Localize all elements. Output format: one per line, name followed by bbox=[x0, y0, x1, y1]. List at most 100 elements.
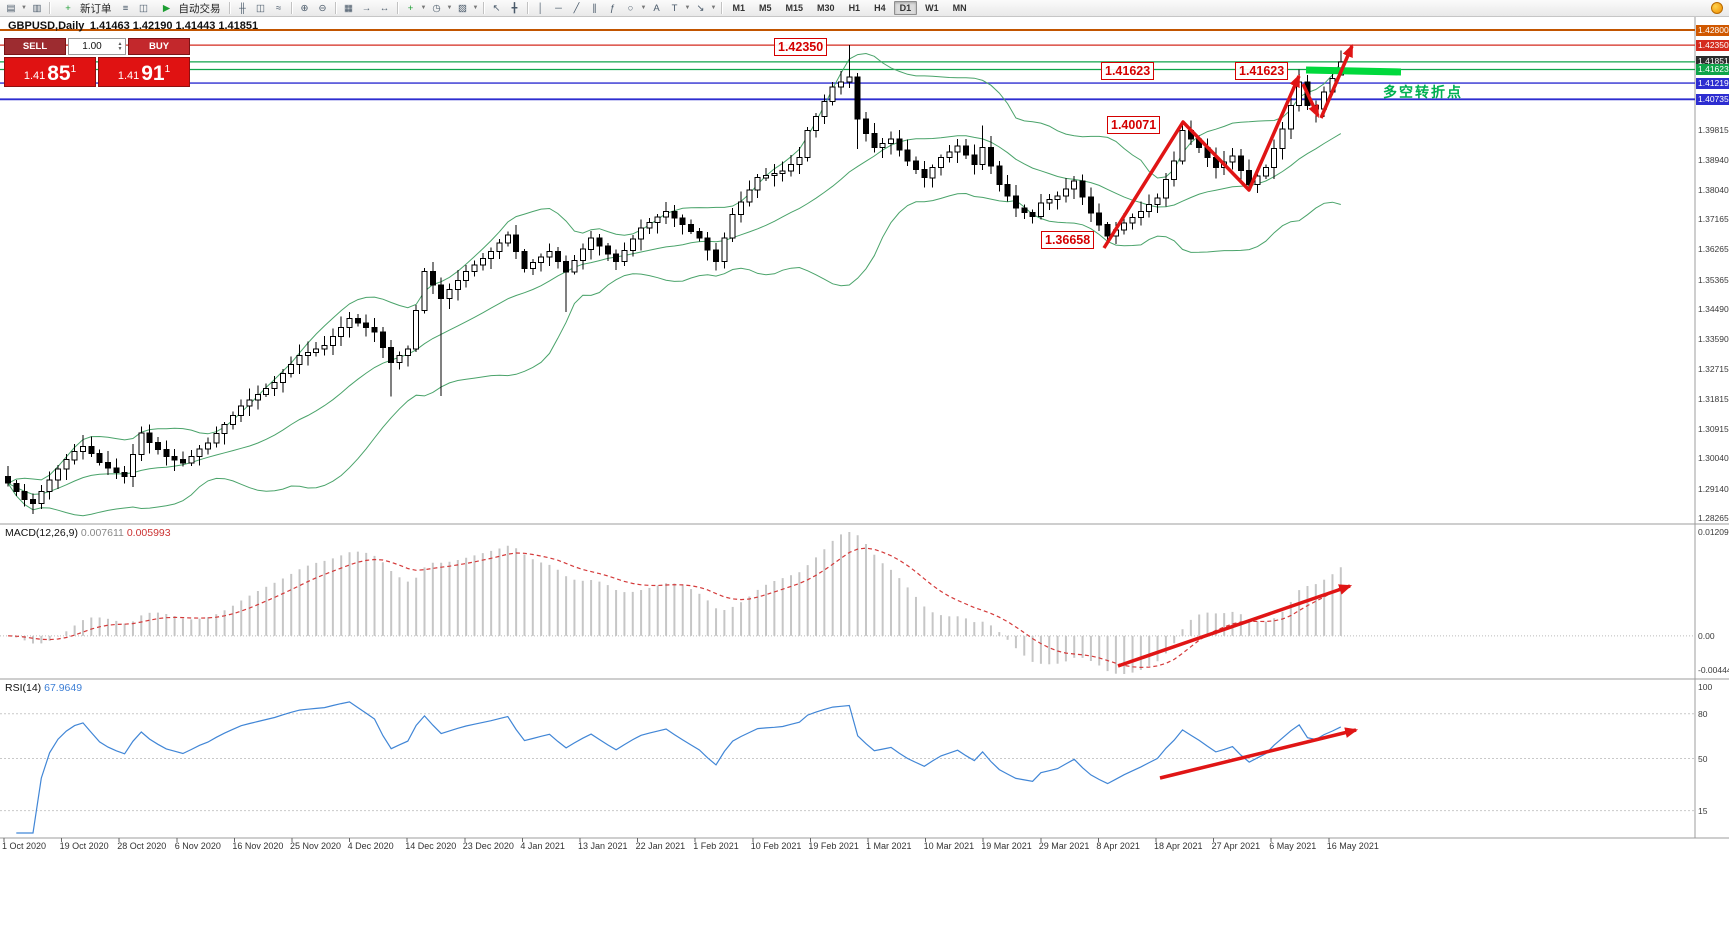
autotrading-button-label: 自动交易 bbox=[178, 2, 221, 15]
sell-price-pips: 85 bbox=[47, 62, 71, 85]
trend-arrow-breakout[interactable] bbox=[1319, 44, 1354, 119]
price-chip-1.40735: 1.40735 bbox=[1696, 93, 1729, 105]
toolbar-separator bbox=[228, 2, 231, 14]
price-chip-1.42800: 1.42800 bbox=[1696, 24, 1729, 36]
trendline-icon[interactable]: ╱ bbox=[573, 2, 580, 14]
volume-up-icon[interactable]: ▲ bbox=[117, 40, 123, 47]
periods-icon[interactable]: ◷ bbox=[432, 2, 441, 14]
new-chart-icon[interactable]: ▤ bbox=[6, 2, 16, 14]
macd-name: MACD(12,26,9) bbox=[5, 527, 78, 539]
periods-dropdown[interactable]: ▼ bbox=[446, 5, 453, 11]
price-annotation[interactable]: 1.41623 bbox=[1235, 62, 1289, 80]
timeframe-h4-button[interactable]: H4 bbox=[874, 3, 886, 13]
price-annotation[interactable]: 1.36658 bbox=[1041, 231, 1095, 249]
price-annotation[interactable]: 1.40071 bbox=[1107, 116, 1161, 134]
indicators-icon[interactable]: + bbox=[407, 2, 414, 14]
chart-ohlc-values: 1.41463 1.42190 1.41443 1.41851 bbox=[89, 20, 259, 32]
crosshair-icon[interactable]: ╋ bbox=[511, 2, 518, 14]
timeframe-m15-button[interactable]: M15 bbox=[785, 3, 804, 13]
fibonacci-icon[interactable]: ƒ bbox=[609, 2, 616, 14]
arrows-icon[interactable]: ↘ bbox=[696, 2, 705, 14]
one-click-trading-panel: SELL 1.00 ▲ ▼ BUY 1.41 85 1 1.41 91 1 bbox=[4, 38, 190, 87]
auto-scroll-icon[interactable]: → bbox=[361, 2, 372, 14]
rsi-value: 67.9649 bbox=[44, 682, 83, 694]
rsi-level-50: 50 bbox=[1698, 753, 1708, 764]
volume-value[interactable]: 1.00 bbox=[82, 41, 102, 52]
buy-price-display[interactable]: 1.41 91 1 bbox=[98, 57, 190, 87]
date-label: 19 Oct 2020 bbox=[59, 841, 109, 851]
date-label: 4 Dec 2020 bbox=[347, 841, 394, 851]
navigator-icon[interactable]: ◫ bbox=[139, 2, 148, 14]
price-tick: 1.29140 bbox=[1698, 483, 1729, 494]
templates-icon[interactable]: ▨ bbox=[458, 2, 467, 14]
date-label: 10 Mar 2021 bbox=[923, 841, 975, 851]
label-icon[interactable]: T bbox=[671, 2, 678, 14]
price-tick: 1.36265 bbox=[1698, 244, 1729, 255]
indicators-dropdown[interactable]: ▼ bbox=[420, 5, 427, 11]
autotrading-button[interactable]: ▶ 自动交易 bbox=[153, 1, 226, 16]
arrows-dropdown[interactable]: ▼ bbox=[710, 5, 717, 11]
volume-input[interactable]: 1.00 ▲ ▼ bbox=[68, 38, 126, 55]
profiles-icon[interactable]: ▥ bbox=[32, 2, 42, 14]
templates-dropdown[interactable]: ▼ bbox=[472, 5, 479, 11]
rsi-indicator-label: RSI(14) 67.9649 bbox=[5, 682, 82, 694]
new-chart-dropdown[interactable]: ▼ bbox=[21, 5, 27, 11]
date-label: 28 Oct 2020 bbox=[117, 841, 167, 851]
line-chart-icon[interactable]: ≈ bbox=[275, 2, 282, 14]
trend-arrow-dip[interactable] bbox=[1301, 83, 1320, 118]
timeframe-m30-button[interactable]: M30 bbox=[817, 3, 835, 13]
volume-stepper[interactable]: ▲ ▼ bbox=[115, 40, 125, 52]
trend-arrow-macd[interactable] bbox=[1117, 584, 1353, 668]
toolbar-separator bbox=[290, 2, 293, 14]
price-chip-1.41219: 1.41219 bbox=[1696, 77, 1729, 89]
sell-price-display[interactable]: 1.41 85 1 bbox=[4, 57, 96, 87]
zoom-in-icon[interactable]: ⊕ bbox=[300, 2, 309, 14]
timeframe-w1-button[interactable]: W1 bbox=[925, 3, 939, 13]
trend-arrow-rsi[interactable] bbox=[1159, 727, 1359, 780]
rsi-line bbox=[16, 701, 1342, 834]
label-dropdown[interactable]: ▼ bbox=[684, 5, 691, 11]
timeframe-m1-button[interactable]: M1 bbox=[732, 3, 746, 13]
cursor-icon[interactable]: ↖ bbox=[492, 2, 501, 14]
date-label: 4 Jan 2021 bbox=[520, 841, 565, 851]
rsi-level-80: 80 bbox=[1698, 708, 1708, 719]
price-annotation[interactable]: 1.41623 bbox=[1101, 62, 1155, 80]
timeframe-h1-button[interactable]: H1 bbox=[848, 3, 861, 13]
sell-button[interactable]: SELL bbox=[4, 38, 66, 55]
timeframe-m5-button[interactable]: M5 bbox=[759, 3, 772, 13]
candlestick-chart-icon[interactable]: ◫ bbox=[256, 2, 265, 14]
vertical-line-icon[interactable]: │ bbox=[537, 2, 544, 14]
shapes-icon[interactable]: ○ bbox=[627, 2, 634, 14]
channel-icon[interactable]: ∥ bbox=[592, 2, 597, 14]
date-label: 10 Feb 2021 bbox=[750, 841, 802, 851]
trend-arrow-main[interactable] bbox=[1102, 74, 1301, 249]
volume-down-icon[interactable]: ▼ bbox=[117, 45, 123, 52]
shapes-dropdown[interactable]: ▼ bbox=[640, 5, 647, 11]
note-turning-point: 多空转折点 bbox=[1383, 84, 1463, 100]
panel-separators bbox=[0, 17, 1729, 839]
toolbar-separator bbox=[334, 2, 337, 14]
new-order-button[interactable]: + 新订单 bbox=[54, 1, 117, 16]
bar-chart-icon[interactable]: ╫ bbox=[239, 2, 246, 14]
date-label: 19 Feb 2021 bbox=[808, 841, 859, 851]
macd-signal-value: 0.005993 bbox=[126, 527, 171, 539]
zoom-out-icon[interactable]: ⊖ bbox=[318, 2, 327, 14]
toolbar-separator bbox=[396, 2, 399, 14]
macd-histogram bbox=[7, 532, 1342, 674]
support-zone-segment[interactable] bbox=[1305, 66, 1402, 76]
text-icon[interactable]: A bbox=[653, 2, 660, 14]
market-watch-icon[interactable]: ≡ bbox=[122, 2, 129, 14]
connection-status-icon bbox=[1711, 2, 1723, 14]
date-label: 13 Jan 2021 bbox=[578, 841, 628, 851]
date-label: 6 Nov 2020 bbox=[174, 841, 221, 851]
timeframe-d1-button[interactable]: D1 bbox=[893, 1, 918, 15]
timeframe-mn-button[interactable]: MN bbox=[952, 3, 967, 13]
price-tick: 1.35365 bbox=[1698, 274, 1729, 285]
chart-shift-icon[interactable]: ↔ bbox=[379, 2, 390, 14]
buy-button[interactable]: BUY bbox=[128, 38, 190, 55]
toolbar-separator bbox=[526, 2, 529, 14]
tile-windows-icon[interactable]: ▦ bbox=[344, 2, 353, 14]
price-annotation[interactable]: 1.42350 bbox=[774, 38, 828, 56]
horizontal-line-icon[interactable]: ─ bbox=[555, 2, 562, 14]
